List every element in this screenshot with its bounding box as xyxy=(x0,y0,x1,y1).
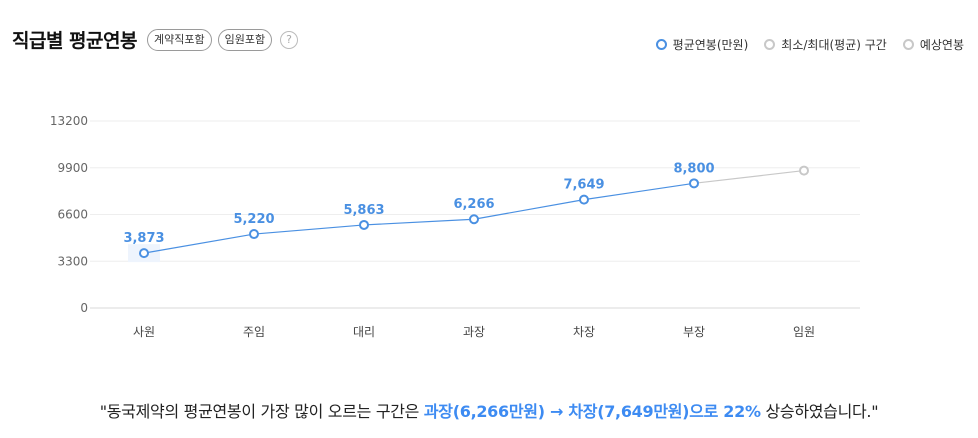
y-tick-label: 9900 xyxy=(57,161,88,175)
x-tick-label: 대리 xyxy=(353,325,375,339)
salary-line-chart: 0 3300 6600 9900 13200 사원 주임 대리 과장 차장 부장 임원 3,873 5,2… xyxy=(50,114,860,339)
y-tick-label: 13200 xyxy=(50,114,88,128)
x-tick-label: 주임 xyxy=(243,325,265,339)
series-line-average xyxy=(143,182,695,254)
summary-prefix: "동국제약의 평균연봉이 가장 많이 오르는 구간은 xyxy=(99,402,424,421)
x-tick-label: 임원 xyxy=(793,325,815,339)
legend-label: 최소/최대(평균) 구간 xyxy=(781,38,887,52)
legend-label: 평균연봉(만원) xyxy=(672,38,749,52)
data-label: 5,863 xyxy=(343,203,384,218)
x-tick-label: 차장 xyxy=(573,325,595,339)
summary-text: "동국제약의 평균연봉이 가장 많이 오르는 구간은 과장(6,266만원) →… xyxy=(0,398,978,422)
legend-item-average[interactable]: 평균연봉(만원) xyxy=(655,36,749,53)
legend-dot-icon xyxy=(655,39,667,50)
data-point-average xyxy=(579,194,589,205)
legend-item-expected[interactable]: 예상연봉 xyxy=(902,36,964,53)
data-label: 8,800 xyxy=(673,161,714,176)
chart-title: 직급별 평균연봉 xyxy=(12,30,137,52)
data-label: 5,220 xyxy=(233,212,274,227)
summary-arrow: → xyxy=(544,402,569,421)
series-line-expected xyxy=(693,169,805,184)
x-tick-label: 부장 xyxy=(683,325,705,339)
data-point-average xyxy=(249,229,259,240)
data-label: 6,266 xyxy=(453,197,494,212)
help-icon[interactable]: ? xyxy=(280,30,299,49)
y-tick-label: 6600 xyxy=(57,208,88,222)
x-tick-label: 사원 xyxy=(133,325,155,339)
x-tick-label: 과장 xyxy=(463,325,485,339)
data-label: 7,649 xyxy=(563,178,604,193)
data-label: 3,873 xyxy=(123,231,164,246)
data-point-average xyxy=(689,178,699,189)
legend-dot-icon xyxy=(764,39,776,50)
badge-contract[interactable]: 계약직포함 xyxy=(146,28,212,51)
legend-dot-icon xyxy=(902,39,914,50)
badge-executive[interactable]: 임원포함 xyxy=(217,28,273,51)
data-point-average xyxy=(139,248,149,259)
legend-label: 예상연봉 xyxy=(919,38,964,52)
legend-item-range[interactable]: 최소/최대(평균) 구간 xyxy=(764,36,887,53)
chart-header: 직급별 평균연봉 계약직포함 임원포함 ? xyxy=(12,26,299,53)
y-tick-label: 0 xyxy=(80,301,88,315)
data-point-expected xyxy=(799,165,809,176)
data-point-average xyxy=(469,214,479,225)
data-point-average xyxy=(359,219,369,230)
chart-legend: 평균연봉(만원) 최소/최대(평균) 구간 예상연봉 xyxy=(655,36,964,53)
y-tick-label: 3300 xyxy=(57,254,88,268)
summary-to: 차장(7,649만원)으로 22% xyxy=(568,402,761,421)
summary-from: 과장(6,266만원) xyxy=(423,402,545,421)
summary-suffix: 상승하였습니다." xyxy=(760,402,879,421)
